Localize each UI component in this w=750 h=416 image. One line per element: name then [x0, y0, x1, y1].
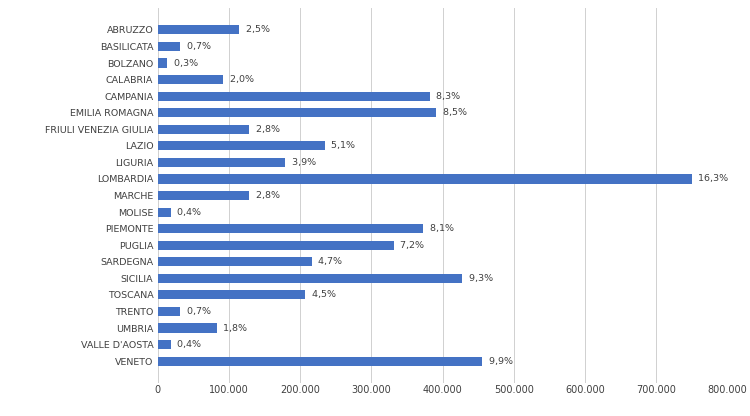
Text: 3,9%: 3,9% [289, 158, 316, 167]
Text: 5,1%: 5,1% [328, 141, 356, 150]
Bar [158, 92, 430, 101]
Bar [158, 141, 325, 151]
Text: 0,7%: 0,7% [184, 307, 211, 316]
Text: 0,7%: 0,7% [184, 42, 211, 51]
Bar [158, 240, 394, 250]
Bar [158, 290, 305, 300]
Bar [158, 59, 167, 67]
Bar [158, 307, 181, 316]
Text: 9,3%: 9,3% [466, 274, 493, 283]
Text: 9,9%: 9,9% [485, 357, 512, 366]
Bar [158, 257, 311, 266]
Text: 1,8%: 1,8% [220, 324, 247, 332]
Text: 8,5%: 8,5% [440, 108, 466, 117]
Bar [158, 75, 223, 84]
Bar [158, 208, 170, 217]
Bar [158, 158, 285, 167]
Text: 0,3%: 0,3% [171, 59, 198, 67]
Bar [158, 125, 249, 134]
Text: 2,5%: 2,5% [243, 25, 270, 35]
Text: 4,7%: 4,7% [315, 257, 342, 266]
Bar [158, 108, 436, 117]
Text: 2,8%: 2,8% [253, 125, 280, 134]
Bar [158, 191, 249, 200]
Text: 0,4%: 0,4% [174, 208, 201, 217]
Text: 2,8%: 2,8% [253, 191, 280, 200]
Text: 16,3%: 16,3% [695, 174, 728, 183]
Bar [158, 324, 217, 332]
Bar [158, 174, 692, 183]
Bar [158, 340, 170, 349]
Bar [158, 224, 423, 233]
Text: 0,4%: 0,4% [174, 340, 201, 349]
Bar [158, 357, 482, 366]
Text: 2,0%: 2,0% [226, 75, 254, 84]
Bar [158, 42, 181, 51]
Text: 7,2%: 7,2% [397, 241, 424, 250]
Bar [158, 25, 239, 35]
Text: 4,5%: 4,5% [308, 290, 335, 300]
Text: 8,3%: 8,3% [433, 92, 460, 101]
Bar [158, 274, 463, 283]
Text: 8,1%: 8,1% [427, 224, 454, 233]
